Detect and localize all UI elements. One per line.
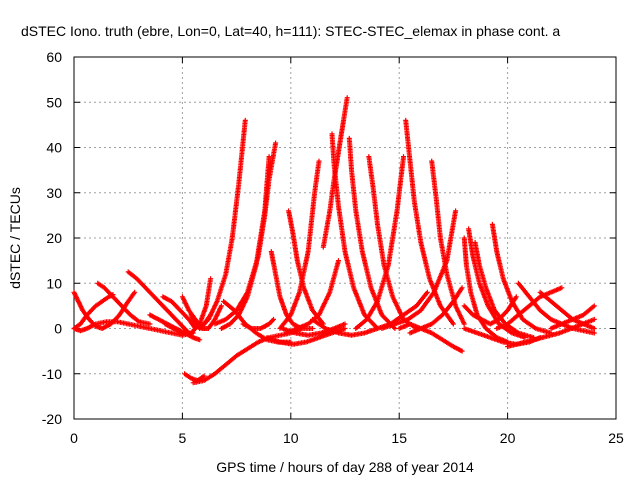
data-series	[218, 154, 272, 331]
data-series	[320, 95, 350, 250]
data-series	[461, 294, 519, 327]
data-point	[242, 117, 248, 123]
x-tick-label: 5	[179, 430, 187, 446]
data-point	[342, 326, 348, 331]
data-point	[266, 154, 272, 160]
y-tick-label: 0	[54, 321, 62, 337]
data-series	[268, 249, 315, 331]
data-point	[201, 373, 207, 379]
data-series	[346, 135, 398, 331]
data-point	[392, 326, 398, 331]
y-tick-label: -10	[42, 366, 62, 382]
x-tick-label: 0	[70, 430, 78, 446]
data-series	[429, 158, 467, 327]
x-axis-ticks: 0 5 10 15 20 25	[70, 57, 624, 446]
data-point	[336, 258, 341, 264]
data-point	[271, 316, 276, 322]
data-point	[342, 321, 348, 327]
data-series	[472, 240, 537, 341]
data-point	[132, 289, 138, 295]
x-tick-label: 25	[608, 430, 624, 446]
data-series	[277, 158, 322, 331]
data-series	[396, 321, 465, 354]
data-point	[344, 95, 350, 101]
data-series	[71, 289, 138, 331]
x-tick-label: 10	[283, 430, 299, 446]
data-series	[407, 285, 465, 336]
data-series	[240, 316, 276, 331]
chart-title: dSTEC Iono. truth (ebre, Lon=0, Lat=40, …	[21, 23, 560, 39]
data-series	[162, 276, 214, 336]
y-tick-label: 20	[46, 230, 62, 246]
y-axis-label: dSTEC / TECUs	[7, 187, 23, 289]
data-point	[591, 330, 597, 336]
data-point	[453, 208, 459, 214]
y-tick-label: 10	[46, 275, 62, 291]
data-series	[160, 294, 198, 331]
data-point	[459, 348, 465, 354]
grid	[74, 57, 616, 419]
data-series	[379, 208, 459, 331]
y-tick-label: -20	[42, 411, 62, 427]
data-series	[353, 154, 406, 331]
data-series	[366, 154, 419, 331]
data-series	[548, 303, 597, 331]
data-series	[125, 269, 192, 336]
data-series	[264, 326, 348, 347]
data-point	[147, 321, 153, 327]
data-point	[591, 316, 597, 322]
y-tick-label: 60	[46, 49, 62, 65]
data-series	[179, 294, 224, 331]
plot-area: 0 5 10 15 20 25 -20 -10 0 10 20 30 40 50 60	[42, 49, 624, 446]
data-point	[461, 321, 467, 327]
data-point	[197, 337, 203, 343]
data-point	[316, 158, 322, 164]
data-point	[401, 154, 406, 160]
x-tick-label: 20	[500, 430, 516, 446]
data-marks	[71, 95, 597, 386]
data-point	[591, 303, 597, 309]
data-series	[284, 258, 341, 336]
x-axis-label: GPS time / hours of day 288 of year 2014	[216, 459, 474, 475]
data-series	[71, 292, 116, 331]
data-point	[310, 326, 315, 331]
y-axis-ticks: -20 -10 0 10 20 30 40 50 60	[42, 49, 616, 427]
x-tick-label: 15	[391, 430, 407, 446]
data-point	[559, 285, 565, 291]
data-point	[218, 303, 224, 309]
y-tick-label: 40	[46, 140, 62, 156]
y-tick-label: 30	[46, 185, 62, 201]
data-point	[424, 289, 430, 295]
data-point	[450, 321, 456, 327]
data-series	[197, 117, 248, 331]
data-point	[459, 285, 465, 291]
data-point	[591, 326, 597, 331]
data-point	[513, 294, 519, 300]
data-point	[273, 140, 279, 146]
data-series	[505, 316, 597, 350]
data-point	[208, 276, 214, 282]
y-tick-label: 50	[46, 94, 62, 110]
data-series	[95, 280, 153, 327]
